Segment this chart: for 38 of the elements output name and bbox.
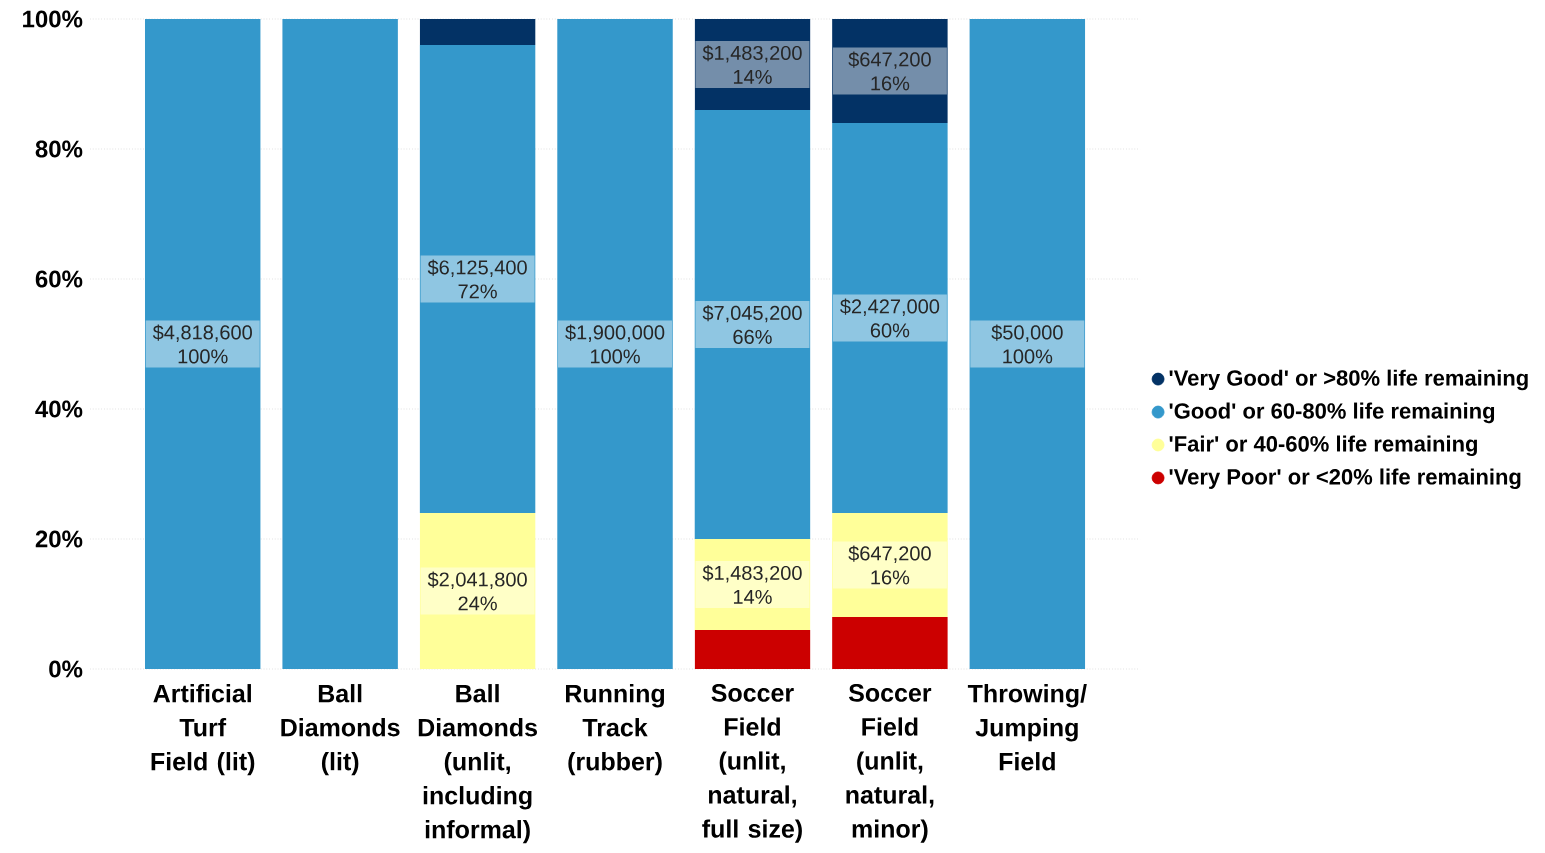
bar [969,19,1086,669]
data-label: $2,041,800 24% [427,571,527,611]
x-tick-label: Soccer Field (unlit, natural, full size) [702,684,802,843]
x-tick-label: Ball Diamonds (unlit, including informal) [418,684,537,844]
bar [832,617,948,669]
data-label: $1,900,000 100% [565,324,665,364]
bar [282,19,398,669]
legend-label: 'Good' or 60-80% life remaining [1169,402,1495,424]
x-tick-label: Soccer Field (unlit, natural, minor) [846,684,934,843]
x-tick-label: Ball Diamonds (lit) [281,684,400,776]
bar [694,630,811,669]
data-label: $647,200 16% [848,545,931,585]
legend-label: 'Fair' or 40-60% life remaining [1169,435,1477,457]
bar [144,19,261,669]
y-tick-label: 20% [35,530,83,548]
y-tick-label: 100% [23,10,83,28]
bar [694,110,811,539]
y-tick-label: 80% [35,140,83,158]
data-label: $647,200 16% [848,51,931,91]
data-label: $2,427,000 60% [840,298,940,338]
y-tick-label: 40% [35,400,83,418]
legend-label: 'Very Poor' or <20% life remaining [1169,468,1521,490]
data-label: $1,483,200 14% [702,565,802,604]
data-label: $6,125,400 72% [427,259,527,299]
legend-label: 'Very Good' or >80% life remaining [1169,369,1528,391]
data-label: $4,818,600 100% [152,324,252,364]
data-label: $50,000 100% [991,324,1063,364]
x-tick-label: Running Track (rubber) [566,684,665,776]
bar [557,19,673,669]
data-label: $1,483,200 14% [702,45,802,84]
bar [419,45,536,513]
bar [832,123,948,513]
y-tick-label: 0% [49,660,83,678]
y-tick-label: 60% [35,270,83,288]
x-tick-label: Throwing/ Jumping Field [967,684,1087,771]
bar [419,19,536,45]
data-label: $7,045,200 66% [702,305,802,344]
x-tick-label: Artificial Turf Field (lit) [151,684,255,776]
